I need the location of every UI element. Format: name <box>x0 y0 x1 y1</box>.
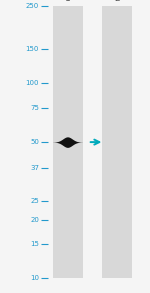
Text: 75: 75 <box>30 105 39 111</box>
Text: 20: 20 <box>30 217 39 223</box>
Text: 15: 15 <box>30 241 39 247</box>
Bar <box>52 6 83 278</box>
Text: 37: 37 <box>30 165 39 171</box>
Text: 150: 150 <box>26 46 39 52</box>
Text: 2: 2 <box>114 0 120 3</box>
Bar <box>102 6 132 278</box>
Text: 1: 1 <box>65 0 70 3</box>
Text: 10: 10 <box>30 275 39 281</box>
Text: 50: 50 <box>30 139 39 145</box>
Text: 25: 25 <box>30 198 39 204</box>
Text: 250: 250 <box>26 3 39 9</box>
Text: 100: 100 <box>26 80 39 86</box>
